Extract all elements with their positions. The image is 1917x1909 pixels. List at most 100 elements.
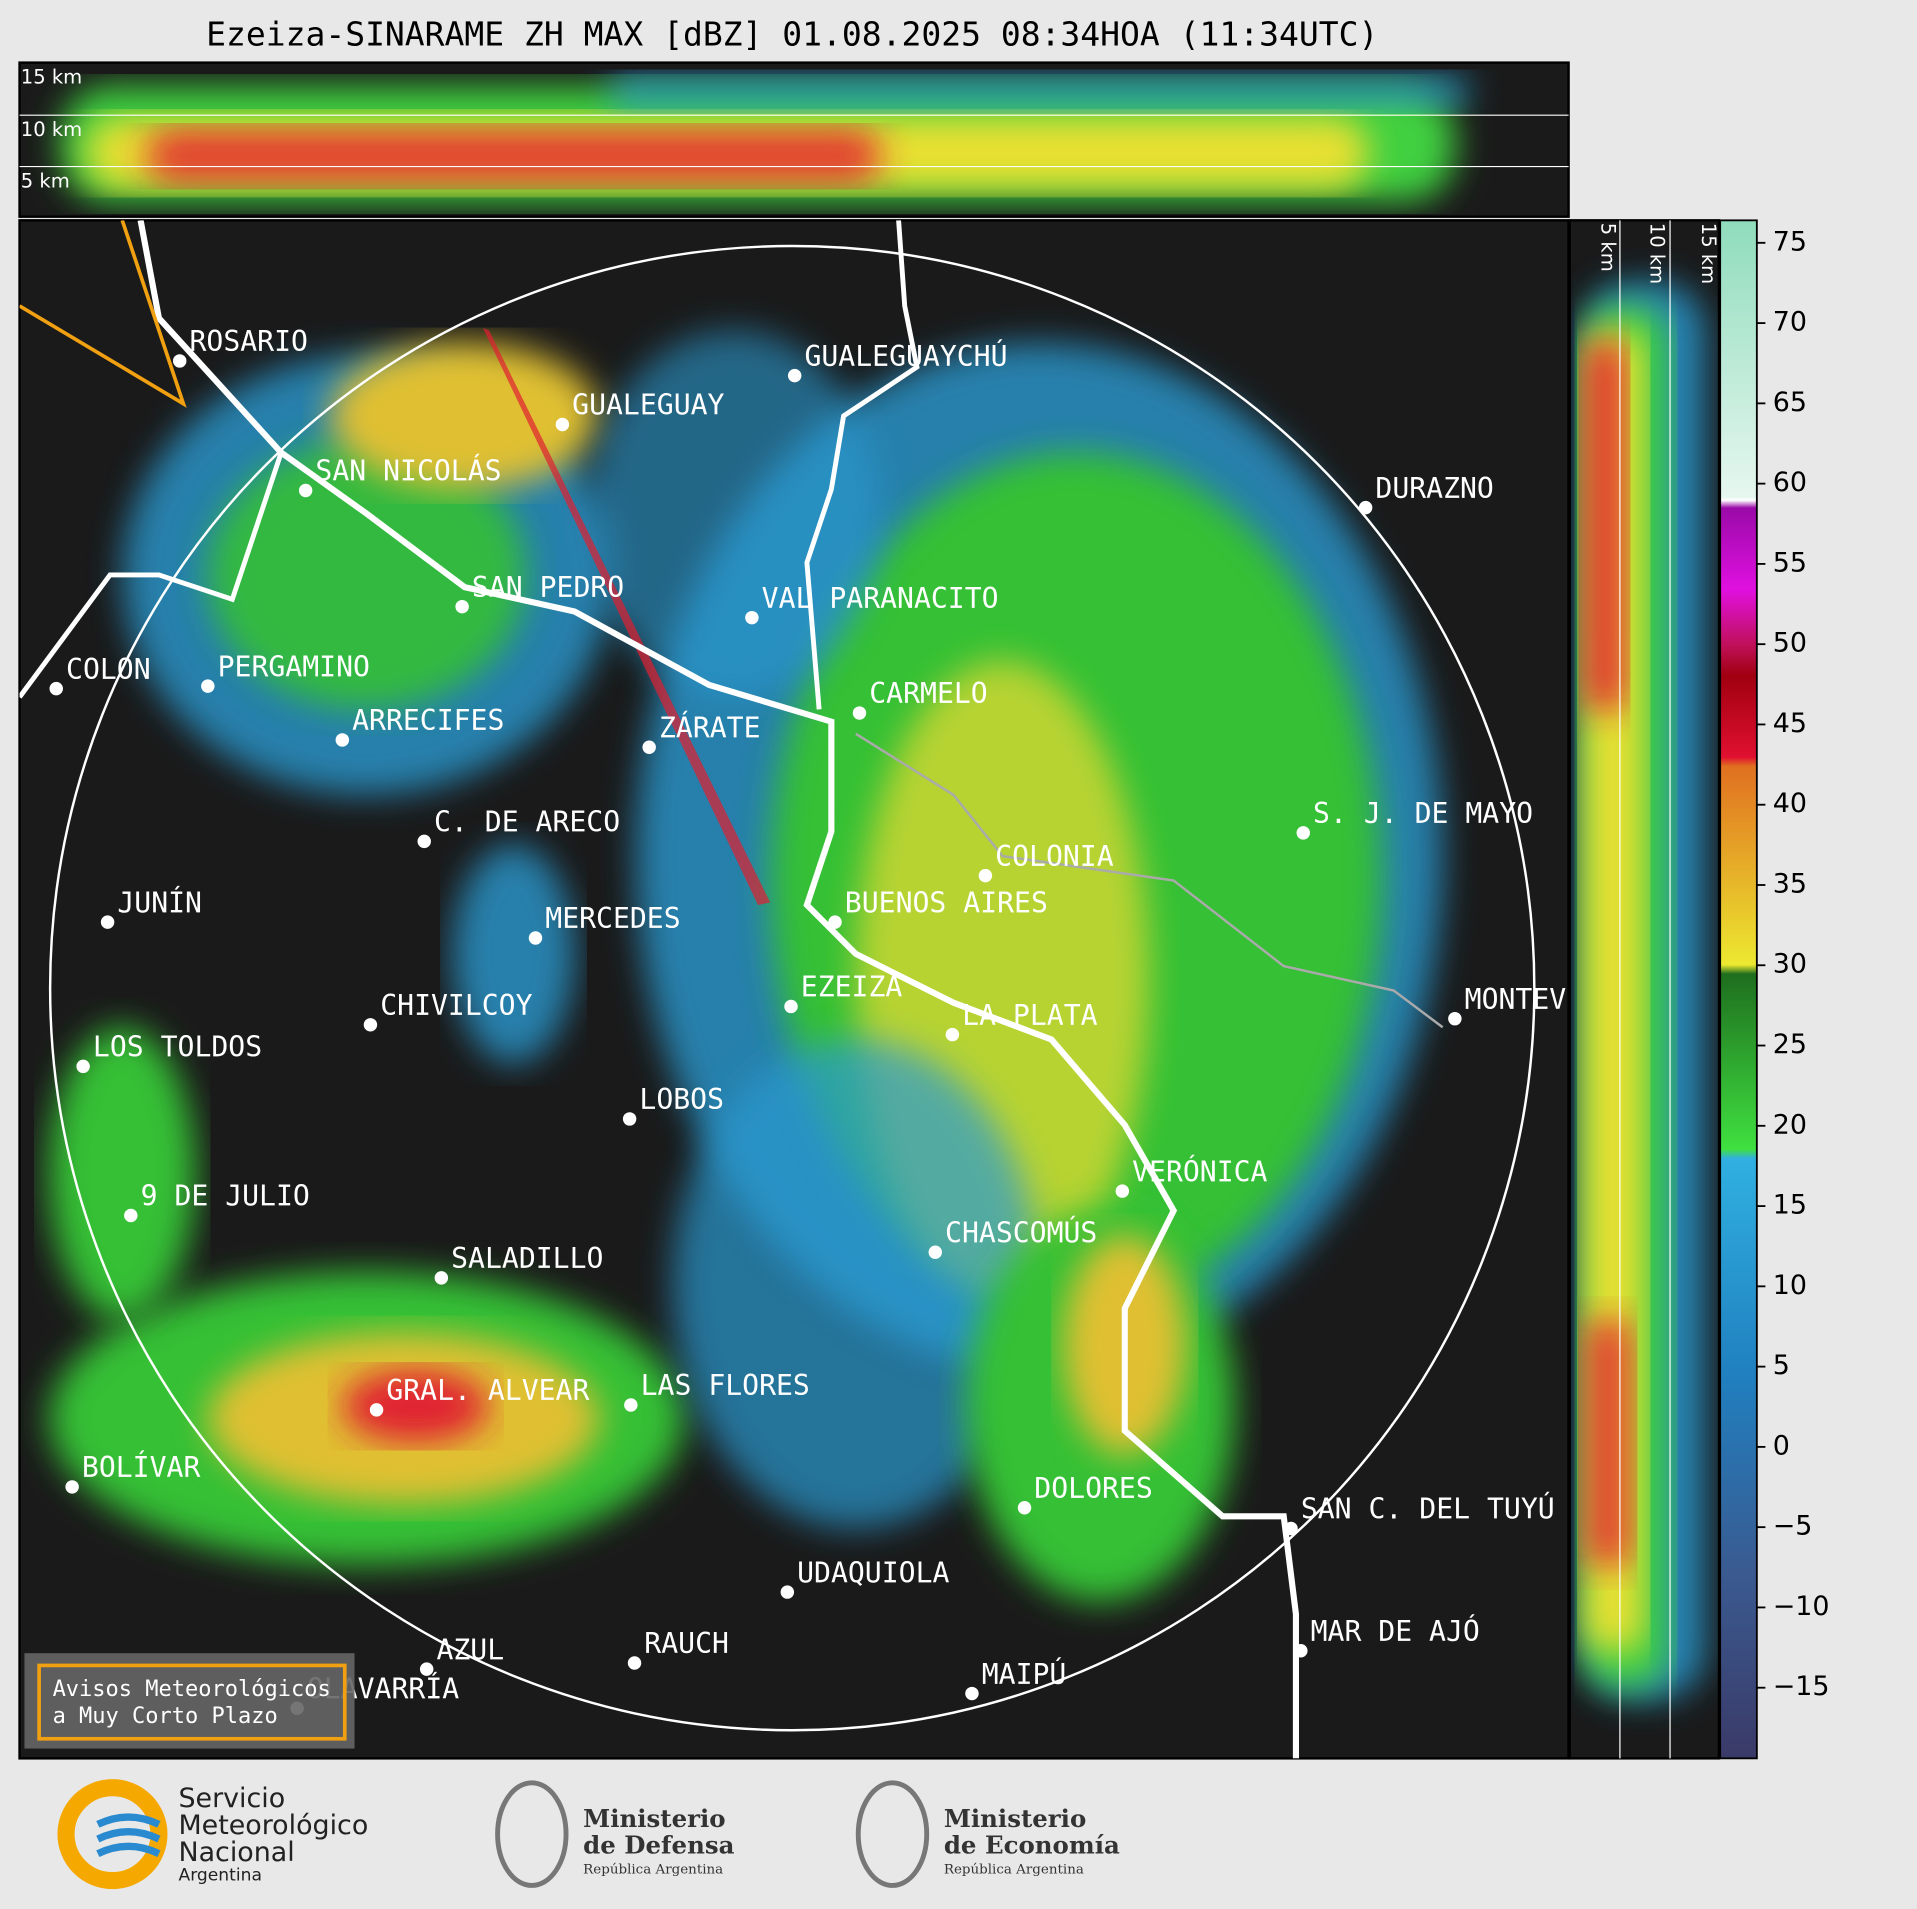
city-marker — [417, 834, 431, 849]
colorbar-tick-label: 15 — [1773, 1190, 1807, 1221]
warning-text[interactable]: Avisos Meteorológicos — [53, 1677, 331, 1702]
logo-text: Argentina — [178, 1866, 261, 1886]
top-echo — [61, 73, 1468, 203]
logo-text: República Argentina — [583, 1862, 723, 1877]
city-marker — [369, 1403, 384, 1417]
city-label: VAL PARANACITO — [762, 582, 999, 615]
city-marker — [555, 417, 570, 432]
colorbar-tick-label: 5 — [1773, 1350, 1790, 1381]
warning-button[interactable] — [24, 1653, 355, 1749]
logo-text: de Defensa — [583, 1831, 734, 1860]
city-label: PERGAMINO — [218, 650, 370, 683]
city-marker — [1017, 1500, 1032, 1515]
city-label: CHASCOMÚS — [945, 1215, 1097, 1249]
city-marker — [787, 368, 802, 383]
city-marker — [201, 679, 215, 693]
colorbar-tick-label: 40 — [1773, 788, 1807, 819]
city-label: VERÓNICA — [1132, 1154, 1267, 1188]
city-label: AZUL — [436, 1633, 504, 1666]
city-label: SAN C. DEL TUYÚ — [1301, 1492, 1555, 1526]
colorbar-tick-label: 0 — [1773, 1430, 1790, 1461]
city-marker — [978, 868, 993, 883]
colorbar-tick-label: 65 — [1773, 387, 1807, 418]
city-label: CARMELO — [869, 677, 987, 710]
city-marker — [455, 599, 469, 614]
city-label: MONTEV — [1465, 983, 1567, 1016]
city-marker — [363, 1018, 378, 1032]
colorbar-tick-label: 30 — [1773, 949, 1807, 980]
radar-echoes — [19, 220, 1444, 1759]
logo-text: Nacional — [178, 1837, 294, 1868]
colorbar — [1719, 219, 1758, 1760]
city-label: UDAQUIOLA — [797, 1556, 949, 1589]
city-label: LA PLATA — [962, 999, 1097, 1032]
city-marker — [828, 915, 842, 929]
city-label: COLON — [66, 653, 151, 686]
city-label: COLONIA — [995, 840, 1114, 873]
city-marker — [780, 1585, 795, 1599]
city-label: 9 DE JULIO — [141, 1180, 310, 1213]
colorbar-tick-label: −15 — [1773, 1671, 1830, 1702]
city-label: S. J. DE MAYO — [1313, 797, 1533, 830]
colorbar-tick-label: −5 — [1773, 1511, 1813, 1542]
city-label: BOLÍVAR — [82, 1450, 201, 1484]
title: Ezeiza-SINARAME ZH MAX [dBZ] 01.08.2025 … — [206, 15, 1378, 54]
city-label: GUALEGUAYCHÚ — [804, 339, 1007, 373]
colorbar-tick-label: 55 — [1773, 547, 1807, 578]
height-label: 5 km — [21, 169, 70, 192]
city-marker — [1294, 1644, 1308, 1658]
city-label: DURAZNO — [1375, 472, 1493, 505]
city-label: LOBOS — [639, 1083, 724, 1116]
city-marker — [1115, 1184, 1130, 1198]
colorbar-tick-label: 60 — [1773, 467, 1807, 498]
city-marker — [335, 733, 350, 747]
city-label: SAN NICOLÁS — [315, 454, 501, 488]
height-label: 15 km — [1697, 223, 1720, 284]
city-marker — [627, 1656, 642, 1670]
city-label: ROSARIO — [189, 325, 307, 358]
city-marker — [784, 999, 798, 1014]
logo-text: Servicio — [178, 1783, 285, 1814]
city-label: SALADILLO — [451, 1242, 603, 1275]
side-echo — [1583, 281, 1706, 1700]
city-label: JUNÍN — [117, 885, 202, 919]
city-marker — [49, 681, 63, 696]
colorbar-tick-label: 35 — [1773, 868, 1807, 899]
warning-text[interactable]: a Muy Corto Plazo — [53, 1704, 278, 1729]
city-label: LOS TOLDOS — [93, 1031, 262, 1064]
city-marker — [528, 931, 543, 945]
city-label: SAN PEDRO — [472, 571, 624, 604]
city-marker — [100, 915, 115, 929]
city-label: MERCEDES — [545, 902, 680, 935]
city-marker — [642, 740, 656, 754]
city-label: EZEIZA — [801, 971, 903, 1004]
city-marker — [172, 354, 187, 368]
city-marker — [1358, 500, 1373, 515]
warning-border — [37, 1663, 347, 1741]
city-marker — [1284, 1521, 1298, 1536]
city-marker — [745, 610, 759, 625]
colorbar-tick-label: 25 — [1773, 1029, 1807, 1060]
city-marker — [298, 483, 313, 498]
logo-text: de Economía — [944, 1831, 1120, 1860]
colorbar-tick-label: 20 — [1773, 1109, 1807, 1140]
city-label: BUENOS AIRES — [845, 886, 1048, 919]
city-label: MAIPÚ — [982, 1657, 1067, 1691]
height-label: 10 km — [21, 118, 82, 141]
city-label: GUALEGUAY — [572, 389, 724, 422]
range-ring — [48, 244, 1536, 1732]
city-marker — [1448, 1011, 1462, 1026]
city-label: ARRECIFES — [352, 704, 504, 737]
city-label: ZÁRATE — [659, 710, 761, 744]
colorbar-tick-label: 50 — [1773, 628, 1807, 659]
city-marker — [928, 1245, 942, 1259]
city-marker — [1296, 826, 1310, 840]
city-marker — [965, 1686, 979, 1701]
logo-text: República Argentina — [944, 1862, 1084, 1877]
colorbar-tick-label: 45 — [1773, 708, 1807, 739]
height-label: 15 km — [21, 65, 82, 88]
city-marker — [624, 1398, 638, 1412]
city-marker — [419, 1662, 434, 1676]
